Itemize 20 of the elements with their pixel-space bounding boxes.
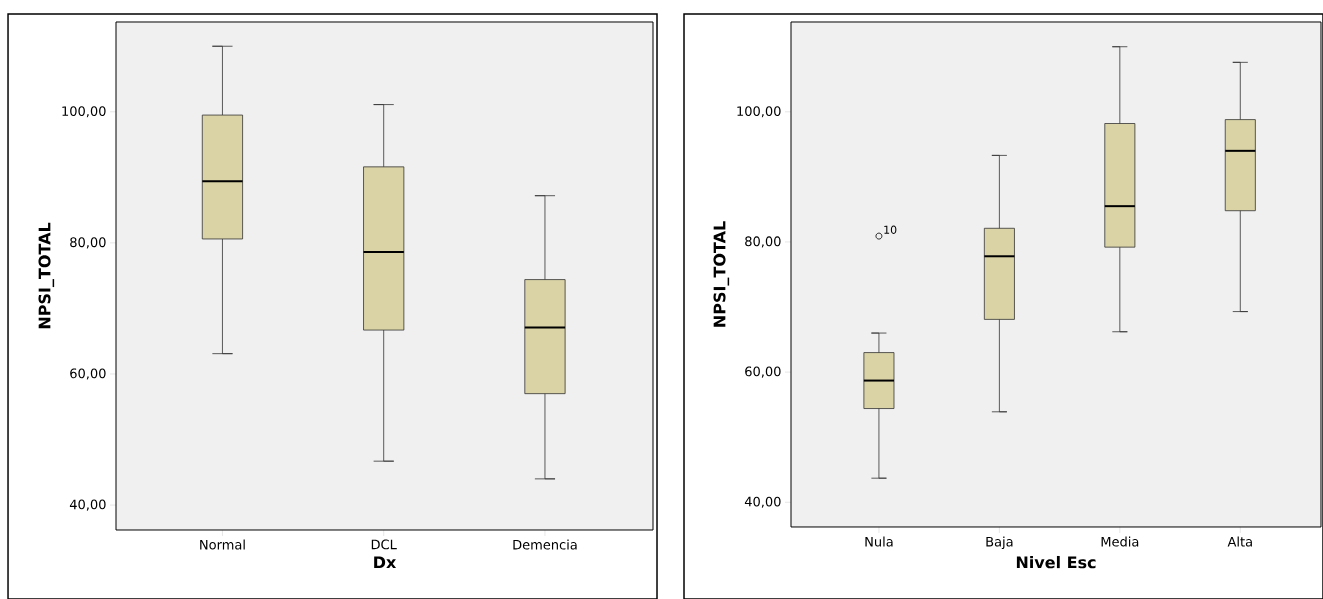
- x-tick-label: Alta: [1227, 536, 1252, 547]
- y-tick-label: 100,00: [737, 106, 781, 118]
- y-tick-label: 60,00: [70, 368, 106, 380]
- x-tick-label: Nula: [865, 536, 893, 547]
- x-tick-label: Baja: [986, 536, 1013, 550]
- x-tick-label: Media: [1101, 536, 1139, 547]
- y-tick-label: 40,00: [744, 496, 781, 508]
- x-axis-title: Nivel Esc: [1016, 555, 1096, 569]
- y-tick-label: 80,00: [70, 237, 106, 249]
- x-tick-label: Normal: [200, 539, 245, 550]
- y-tick-label: 60,00: [745, 366, 781, 378]
- y-axis-title: NPSI_TOTAL: [38, 222, 55, 329]
- y-tick-label: 40,00: [69, 499, 106, 511]
- annotation: 10: [884, 225, 897, 234]
- y-tick-label: 80,00: [745, 236, 781, 248]
- x-tick-label: DCL: [371, 539, 397, 550]
- x-axis-title: Dx: [374, 556, 397, 569]
- y-axis-title: NPSI_TOTAL: [713, 221, 730, 327]
- y-tick-label: 100,00: [62, 106, 106, 118]
- x-tick-label: Demencia: [513, 539, 577, 550]
